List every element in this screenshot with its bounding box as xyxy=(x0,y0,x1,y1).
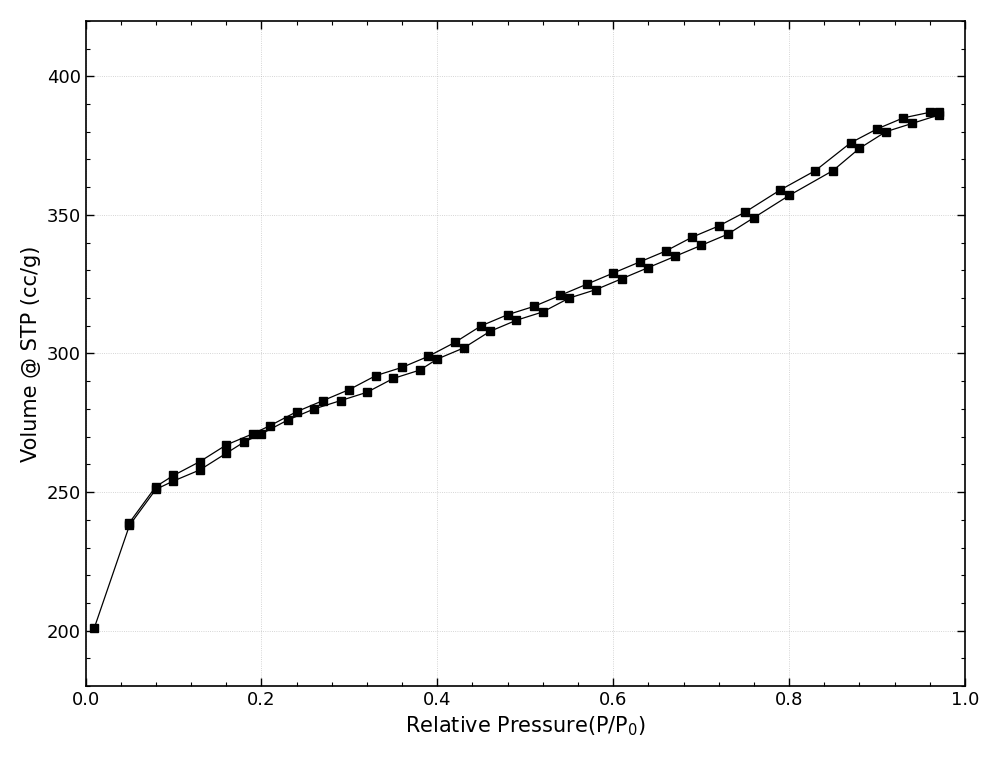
X-axis label: Relative Pressure(P/P$_0$): Relative Pressure(P/P$_0$) xyxy=(405,714,646,739)
Y-axis label: Volume @ STP (cc/g): Volume @ STP (cc/g) xyxy=(21,245,41,461)
